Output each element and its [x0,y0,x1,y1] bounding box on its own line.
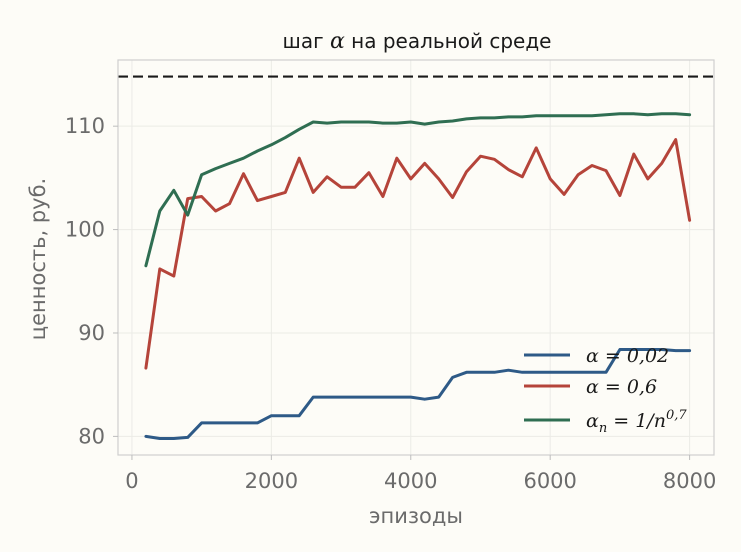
y-tick-label: 100 [65,218,105,242]
tick-labels: 0 2000 4000 6000 8000 80 90 100 110 [65,114,716,493]
x-tick-label: 8000 [663,469,716,493]
series-line-1 [144,348,692,440]
y-axis-label: ценность, руб. [26,178,50,340]
x-axis-label: эпизоды [369,504,463,528]
legend-label-2: α = 0,6 [586,376,657,398]
grid [118,60,714,455]
series-line-3 [144,112,692,268]
plot-frame [117,59,715,456]
legend-label-3: αn = 1/n0,7 [586,408,687,436]
legend: α = 0,02 α = 0,6 αn = 1/n0,7 [524,345,687,436]
y-tick-label: 110 [65,114,105,138]
legend-label-1: α = 0,02 [586,345,669,367]
chart-title: шаг α на реальной среде [283,29,552,54]
series-line-2 [144,138,692,370]
y-tick-label: 90 [78,321,105,345]
x-tick-label: 4000 [384,469,437,493]
series-group [144,112,692,440]
x-tick-label: 0 [125,469,138,493]
x-tick-label: 2000 [245,469,298,493]
x-tick-label: 6000 [523,469,576,493]
y-tick-label: 80 [78,424,105,448]
